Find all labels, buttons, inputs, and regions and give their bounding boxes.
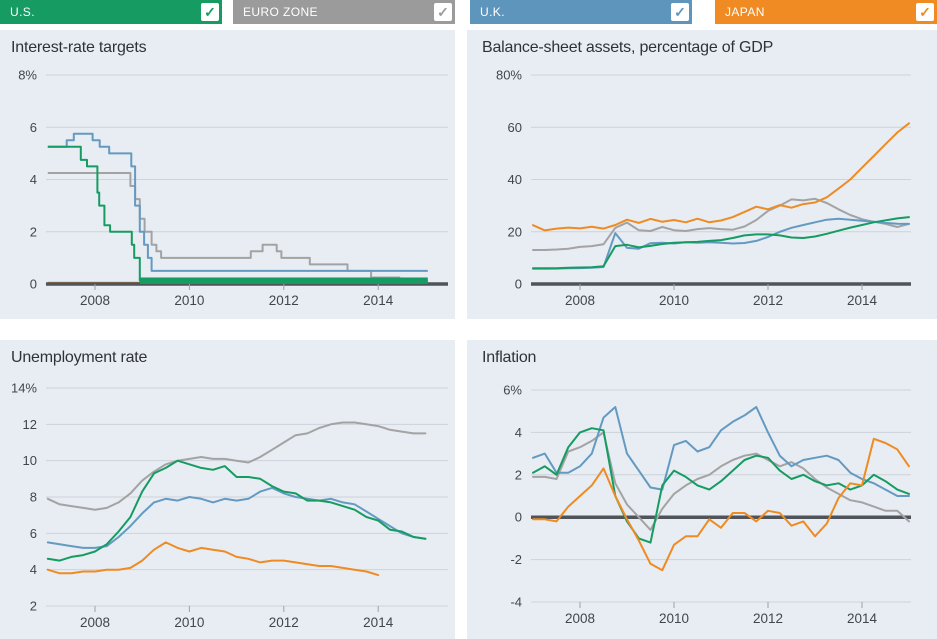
svg-text:4: 4 [515, 425, 522, 440]
series-eurozone [532, 197, 910, 251]
checkmark-icon: ✓ [204, 4, 216, 20]
svg-text:2014: 2014 [847, 611, 878, 626]
checkbox-us[interactable]: ✓ [201, 3, 219, 21]
toggle-label-eurozone: EURO ZONE [243, 5, 318, 19]
svg-text:4: 4 [30, 172, 37, 187]
toggle-button-eurozone[interactable]: EURO ZONE ✓ [233, 0, 455, 24]
svg-text:8: 8 [30, 490, 37, 505]
svg-text:8%: 8% [18, 68, 37, 83]
svg-text:0: 0 [515, 277, 522, 292]
svg-text:2012: 2012 [269, 293, 299, 308]
checkbox-eurozone[interactable]: ✓ [434, 3, 452, 21]
interest-rate-targets-chart-canvas: 8% 6 4 2 0 2008 2010 2012 2014 [18, 68, 448, 308]
series-us [47, 145, 428, 282]
series-us-zero-band [139, 277, 428, 284]
series-eurozone [532, 431, 910, 531]
balance-sheet-assets-chart-canvas: 80% 60 40 20 0 2008 2010 2012 2014 [496, 68, 911, 308]
svg-text:6: 6 [30, 120, 37, 135]
svg-text:-2: -2 [510, 552, 522, 567]
toggle-label-uk: U.K. [480, 5, 505, 19]
svg-text:4: 4 [30, 562, 37, 577]
svg-text:2012: 2012 [753, 611, 783, 626]
series-japan [532, 437, 910, 572]
svg-text:2010: 2010 [174, 615, 204, 630]
checkbox-uk[interactable]: ✓ [671, 3, 689, 21]
svg-text:2008: 2008 [565, 611, 595, 626]
inflation-chart-canvas: 6% 4 2 0 -2 -4 2008 2010 2012 2014 [503, 383, 911, 626]
svg-text:2012: 2012 [753, 293, 783, 308]
svg-text:2010: 2010 [659, 293, 689, 308]
svg-text:6: 6 [30, 526, 37, 541]
series-japan [532, 122, 910, 232]
svg-text:12: 12 [23, 417, 37, 432]
svg-text:2012: 2012 [269, 615, 299, 630]
chart-panel-inflation: 6% 4 2 0 -2 -4 2008 2010 2012 2014 Inflation [467, 340, 937, 639]
unemployment-rate-chart-canvas: 14% 12 10 8 6 4 2 2008 2010 2012 2014 [11, 381, 448, 630]
svg-text:2008: 2008 [565, 293, 595, 308]
chart-panel-balance-sheet-assets: 80% 60 40 20 0 2008 2010 2012 2014 Balance-sheet… [467, 30, 937, 319]
svg-text:6%: 6% [503, 383, 522, 398]
series-japan [46, 541, 380, 577]
checkmark-icon: ✓ [919, 4, 931, 20]
series-uk [532, 406, 910, 497]
chart-title: Interest-rate targets [11, 39, 147, 56]
chart-title: Unemployment rate [11, 349, 148, 366]
series-us [46, 459, 427, 562]
svg-text:2: 2 [30, 224, 37, 239]
series-eurozone [47, 172, 428, 283]
svg-text:0: 0 [30, 277, 37, 292]
svg-text:10: 10 [23, 453, 37, 468]
checkbox-japan[interactable]: ✓ [916, 3, 934, 21]
checkmark-icon: ✓ [437, 4, 449, 20]
series-us [532, 216, 910, 270]
checkmark-icon: ✓ [674, 4, 686, 20]
svg-text:20: 20 [508, 224, 522, 239]
svg-text:2014: 2014 [847, 293, 878, 308]
series-eurozone [46, 421, 427, 511]
chart-panel-unemployment-rate: 14% 12 10 8 6 4 2 2008 2010 2012 2014 Unemployment… [0, 340, 455, 639]
svg-text:40: 40 [508, 172, 522, 187]
svg-text:0: 0 [515, 510, 522, 525]
series-us [532, 427, 910, 544]
toggle-label-japan: JAPAN [725, 5, 765, 19]
svg-text:2: 2 [515, 467, 522, 482]
svg-text:2010: 2010 [174, 293, 204, 308]
svg-text:2008: 2008 [80, 615, 110, 630]
svg-text:2010: 2010 [659, 611, 689, 626]
svg-text:60: 60 [508, 120, 522, 135]
chart-panel-interest-rate-targets: 8% 6 4 2 0 2008 2010 2012 2014 Interest-rate tar… [0, 30, 455, 319]
svg-text:2014: 2014 [363, 615, 394, 630]
chart-title: Balance-sheet assets, percentage of GDP [482, 39, 774, 56]
svg-text:2: 2 [30, 599, 37, 614]
toggle-button-japan[interactable]: JAPAN ✓ [715, 0, 937, 24]
svg-text:80%: 80% [496, 68, 522, 83]
series-uk [46, 486, 427, 549]
toggle-label-us: U.S. [10, 5, 35, 19]
series-uk [47, 132, 428, 272]
svg-text:2008: 2008 [80, 293, 110, 308]
svg-text:2014: 2014 [363, 293, 394, 308]
toggle-button-uk[interactable]: U.K. ✓ [470, 0, 692, 24]
svg-text:14%: 14% [11, 381, 37, 396]
toggle-button-us[interactable]: U.S. ✓ [0, 0, 222, 24]
chart-title: Inflation [482, 349, 537, 366]
svg-text:-4: -4 [510, 595, 522, 610]
